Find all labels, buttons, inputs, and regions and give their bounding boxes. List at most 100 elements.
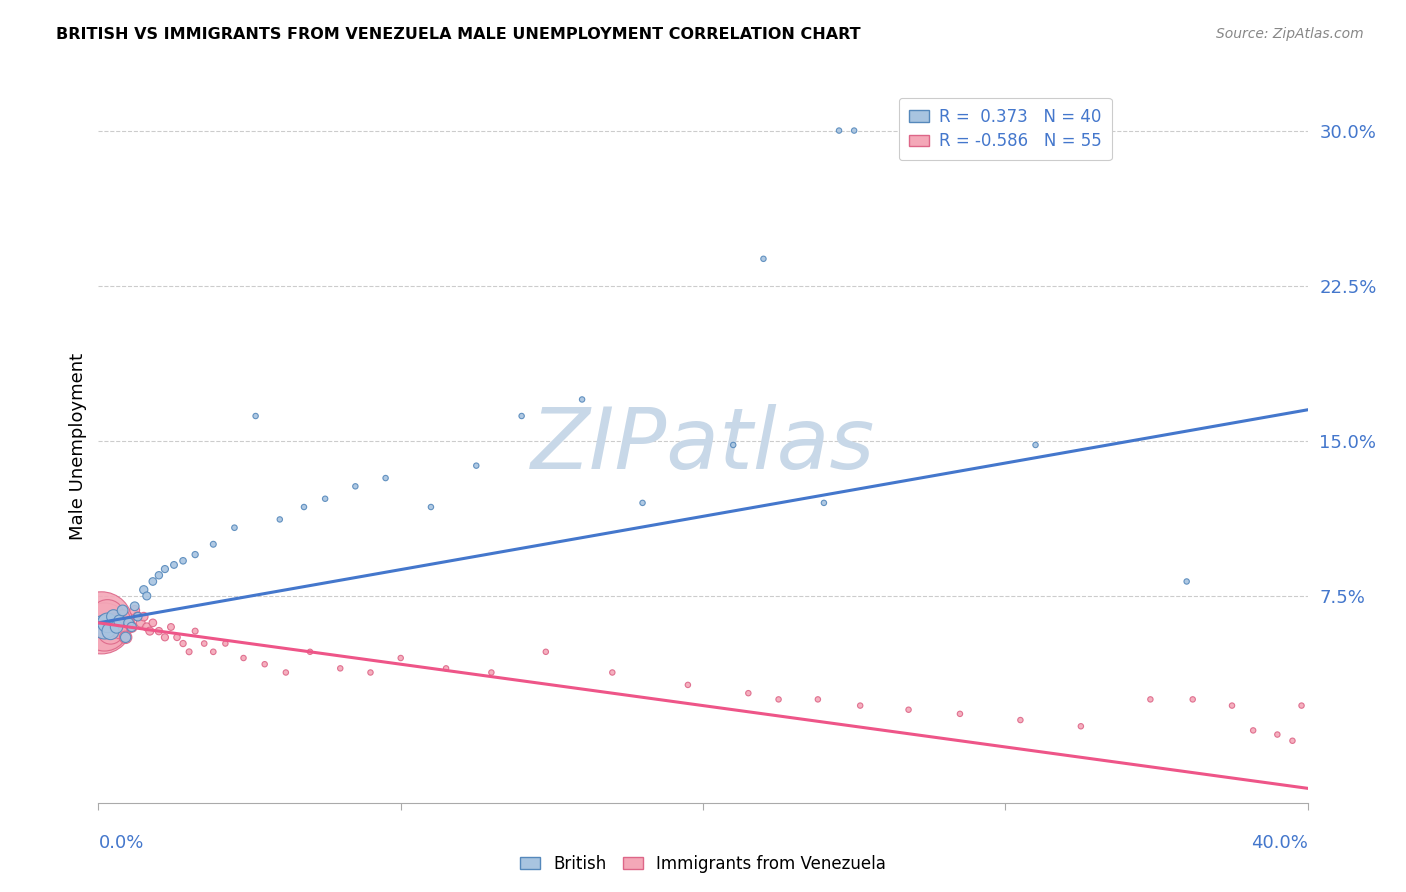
Point [849, 698, 872, 713]
Point [118, 615, 141, 630]
Point [1291, 698, 1313, 713]
Point [299, 645, 322, 659]
Point [329, 661, 352, 675]
Point [127, 609, 149, 624]
Point [166, 630, 188, 644]
Point [510, 409, 533, 423]
Point [389, 651, 412, 665]
Point [269, 512, 291, 526]
Point [172, 636, 194, 650]
Point [153, 630, 176, 644]
Point [111, 603, 134, 617]
Point [108, 614, 131, 628]
Point [214, 636, 236, 650]
Point [132, 609, 155, 624]
Point [434, 661, 457, 675]
Point [100, 624, 122, 639]
Point [118, 615, 141, 630]
Point [1220, 698, 1243, 713]
Point [631, 496, 654, 510]
Legend: R =  0.373   N = 40, R = -0.586   N = 55: R = 0.373 N = 40, R = -0.586 N = 55 [898, 97, 1112, 161]
Point [129, 615, 152, 630]
Point [1010, 713, 1032, 727]
Point [314, 491, 336, 506]
Point [768, 692, 790, 706]
Point [1181, 692, 1204, 706]
Point [224, 521, 246, 535]
Point [676, 678, 699, 692]
Point [103, 615, 125, 630]
Point [737, 686, 759, 700]
Point [160, 620, 183, 634]
Point [807, 692, 830, 706]
Point [96, 615, 118, 630]
Point [139, 624, 162, 639]
Point [93, 620, 115, 634]
Point [360, 665, 382, 680]
Point [124, 599, 146, 614]
Point [202, 645, 225, 659]
Point [274, 665, 297, 680]
Point [96, 609, 118, 624]
Point [813, 496, 835, 510]
Point [1139, 692, 1161, 706]
Point [253, 657, 276, 672]
Point [465, 458, 488, 473]
Point [344, 479, 367, 493]
Text: Source: ZipAtlas.com: Source: ZipAtlas.com [1216, 27, 1364, 41]
Point [1265, 727, 1288, 741]
Point [1175, 574, 1198, 589]
Text: ZIPatlas: ZIPatlas [531, 404, 875, 488]
Point [148, 624, 170, 639]
Point [163, 558, 186, 572]
Point [184, 624, 207, 639]
Point [602, 665, 624, 680]
Y-axis label: Male Unemployment: Male Unemployment [69, 352, 87, 540]
Point [177, 645, 201, 659]
Point [105, 620, 128, 634]
Point [114, 630, 136, 644]
Point [111, 609, 134, 624]
Point [184, 548, 207, 562]
Point [1241, 723, 1264, 738]
Point [121, 620, 143, 634]
Point [105, 620, 128, 634]
Point [232, 651, 254, 665]
Point [193, 636, 215, 650]
Point [132, 582, 155, 597]
Point [828, 123, 851, 137]
Point [1024, 438, 1046, 452]
Point [419, 500, 441, 514]
Point [202, 537, 225, 551]
Text: BRITISH VS IMMIGRANTS FROM VENEZUELA MALE UNEMPLOYMENT CORRELATION CHART: BRITISH VS IMMIGRANTS FROM VENEZUELA MAL… [56, 27, 860, 42]
Point [481, 665, 503, 680]
Point [148, 568, 170, 582]
Point [108, 624, 131, 639]
Point [1070, 719, 1092, 733]
Point [153, 562, 176, 576]
Point [135, 620, 157, 634]
Point [100, 624, 122, 639]
Point [90, 615, 112, 630]
Point [124, 603, 146, 617]
Point [142, 574, 165, 589]
Point [142, 615, 165, 630]
Point [949, 706, 972, 721]
Point [374, 471, 396, 485]
Point [534, 645, 557, 659]
Point [571, 392, 593, 407]
Point [121, 620, 143, 634]
Point [172, 554, 194, 568]
Point [752, 252, 775, 266]
Point [135, 589, 157, 603]
Text: 40.0%: 40.0% [1251, 834, 1308, 852]
Point [1281, 733, 1303, 747]
Point [844, 123, 866, 137]
Point [292, 500, 315, 514]
Point [897, 703, 920, 717]
Point [93, 620, 115, 634]
Point [103, 609, 125, 624]
Point [721, 438, 744, 452]
Point [114, 630, 136, 644]
Point [127, 609, 149, 624]
